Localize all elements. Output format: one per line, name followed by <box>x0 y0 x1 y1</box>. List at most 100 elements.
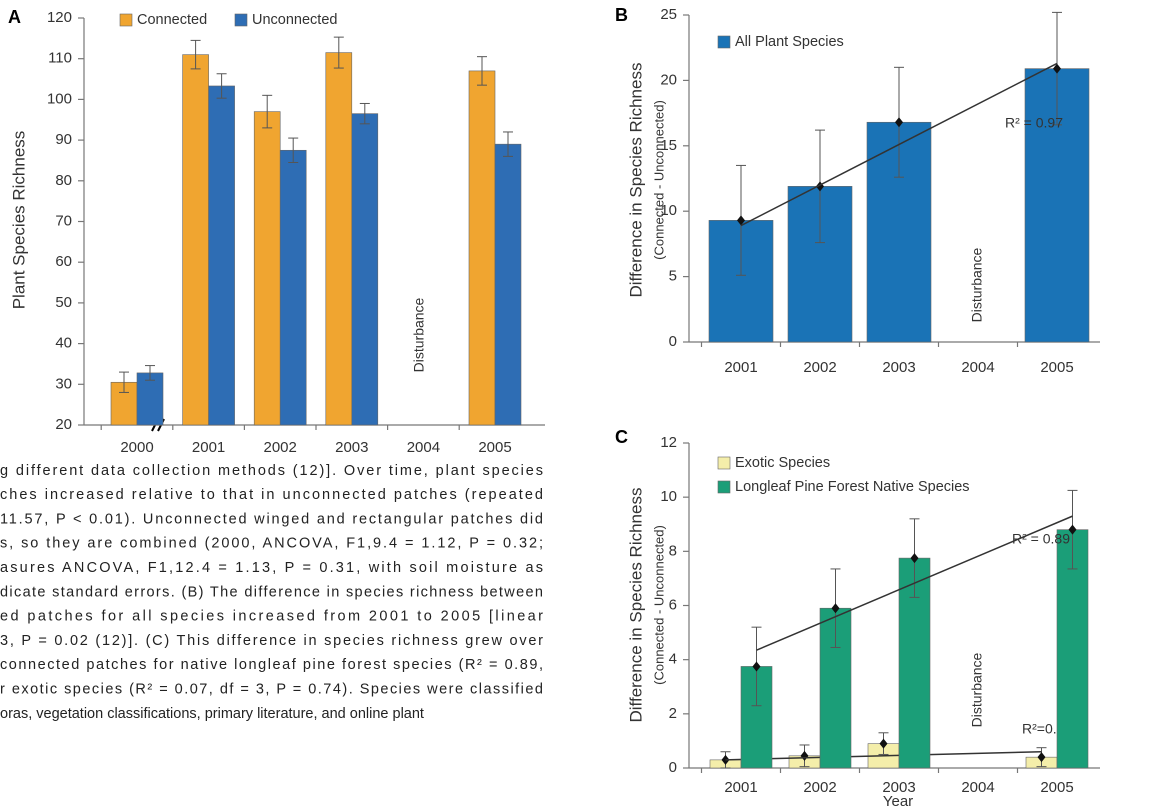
bar <box>468 70 496 426</box>
legend-swatch <box>119 13 133 27</box>
y-tick-label: 4 <box>669 651 677 668</box>
x-tick-label: 2001 <box>724 359 757 376</box>
x-tick-label: 2003 <box>335 439 368 456</box>
y-tick-label: 70 <box>55 212 72 229</box>
point-marker <box>879 738 888 749</box>
y-axis-label: (Connected - Unconnected) <box>651 525 666 685</box>
y-tick-label: 100 <box>47 90 72 107</box>
trend-line <box>756 515 1073 651</box>
trend-line <box>740 62 1058 227</box>
y-tick-label: 5 <box>669 268 677 285</box>
panel-label: A <box>8 7 21 27</box>
point-marker <box>1037 752 1046 763</box>
bar <box>494 143 522 426</box>
legend-swatch <box>234 13 248 27</box>
caption-line: ed patches for all species increased fro… <box>0 609 543 625</box>
legend-label: Connected <box>137 12 207 28</box>
x-tick-label: 2004 <box>407 439 440 456</box>
y-axis-label: Plant Species Richness <box>9 131 28 310</box>
panel-label: B <box>615 5 628 25</box>
caption-line: g different data collection methods (12)… <box>0 463 543 479</box>
bar <box>325 52 353 426</box>
y-tick-label: 110 <box>48 50 72 67</box>
legend-swatch <box>717 480 731 494</box>
y-tick-label: 0 <box>669 759 677 776</box>
point-marker <box>831 603 840 614</box>
x-axis-label: Year <box>883 793 913 809</box>
x-tick-label: 2005 <box>1040 779 1073 796</box>
x-tick-label: 2002 <box>803 779 836 796</box>
x-tick-label: 2005 <box>1040 359 1073 376</box>
trend-line <box>725 751 1042 761</box>
caption-line: r exotic species (R² = 0.07, df = 3, P =… <box>0 682 543 698</box>
point-marker <box>737 215 745 226</box>
x-tick-label: 2002 <box>803 359 836 376</box>
error-bar <box>333 36 344 69</box>
x-tick-label: 2001 <box>724 779 757 796</box>
y-tick-label: 60 <box>55 253 72 270</box>
annotation: Disturbance <box>411 297 427 372</box>
error-bar <box>503 131 513 157</box>
x-tick-label: 2000 <box>120 439 153 456</box>
y-tick-label: 120 <box>47 9 72 26</box>
error-bar <box>190 39 201 70</box>
bar <box>351 113 379 426</box>
error-bar <box>262 94 273 129</box>
bar <box>208 85 235 426</box>
y-tick-label: 12 <box>660 434 677 451</box>
annotation: Disturbance <box>969 247 985 322</box>
y-tick-label: 20 <box>55 416 72 433</box>
point-marker <box>910 553 919 564</box>
y-axis-label: Difference in Species Richness <box>626 63 645 298</box>
error-bar <box>477 56 487 86</box>
y-axis-label: Difference in Species Richness <box>626 488 645 723</box>
caption-line: oras, vegetation classifications, primar… <box>0 706 424 722</box>
y-tick-label: 8 <box>669 542 677 559</box>
x-tick-label: 2001 <box>192 439 225 456</box>
error-bar <box>359 102 370 125</box>
x-tick-label: 2004 <box>961 359 994 376</box>
caption-line: 11.57, P < 0.01). Unconnected winged and… <box>0 511 543 527</box>
caption-line: 3, P = 0.02 (12)]. (C) This difference i… <box>0 633 543 649</box>
bar <box>279 149 307 426</box>
legend-swatch <box>717 456 731 470</box>
bar <box>182 54 209 426</box>
error-bar <box>216 73 227 99</box>
y-tick-label: 50 <box>55 294 72 311</box>
x-tick-label: 2005 <box>478 439 511 456</box>
y-tick-label: 2 <box>669 705 677 722</box>
y-tick-label: 90 <box>55 131 72 148</box>
x-tick-label: 2004 <box>961 779 994 796</box>
error-bar <box>288 137 299 163</box>
annotation: Disturbance <box>969 652 985 727</box>
caption-line: s, so they are combined (2000, ANCOVA, F… <box>0 536 543 552</box>
y-axis-label: (Connected - Unconnected) <box>651 100 666 260</box>
point-marker <box>1068 524 1077 535</box>
fit-label: R² = 0.97 <box>1005 115 1063 131</box>
point-marker <box>895 117 903 128</box>
y-tick-label: 80 <box>55 172 72 189</box>
legend-label: Unconnected <box>252 12 337 28</box>
y-tick-label: 25 <box>660 6 677 23</box>
bar <box>136 372 164 426</box>
bar <box>253 111 281 426</box>
caption-line: dicate standard errors. (B) The differen… <box>0 584 543 600</box>
fit-label: R² = 0.89 <box>1012 531 1070 547</box>
y-tick-label: 15 <box>660 137 677 154</box>
y-tick-label: 10 <box>660 488 677 505</box>
caption-line: connected patches for native longleaf pi… <box>0 657 543 673</box>
panel-label: C <box>615 427 628 447</box>
x-tick-label: 2003 <box>882 359 915 376</box>
legend-swatch <box>717 35 731 49</box>
y-tick-label: 20 <box>660 71 677 88</box>
y-tick-label: 40 <box>55 335 72 352</box>
point-marker <box>752 661 761 672</box>
legend-label: All Plant Species <box>735 34 844 50</box>
y-tick-label: 30 <box>55 375 72 392</box>
y-tick-label: 0 <box>669 333 677 350</box>
y-tick-label: 10 <box>660 202 677 219</box>
x-tick-label: 2002 <box>264 439 297 456</box>
error-bar <box>119 371 129 393</box>
caption-line: asures ANCOVA, F1,12.4 = 1.13, P = 0.31,… <box>0 560 543 576</box>
